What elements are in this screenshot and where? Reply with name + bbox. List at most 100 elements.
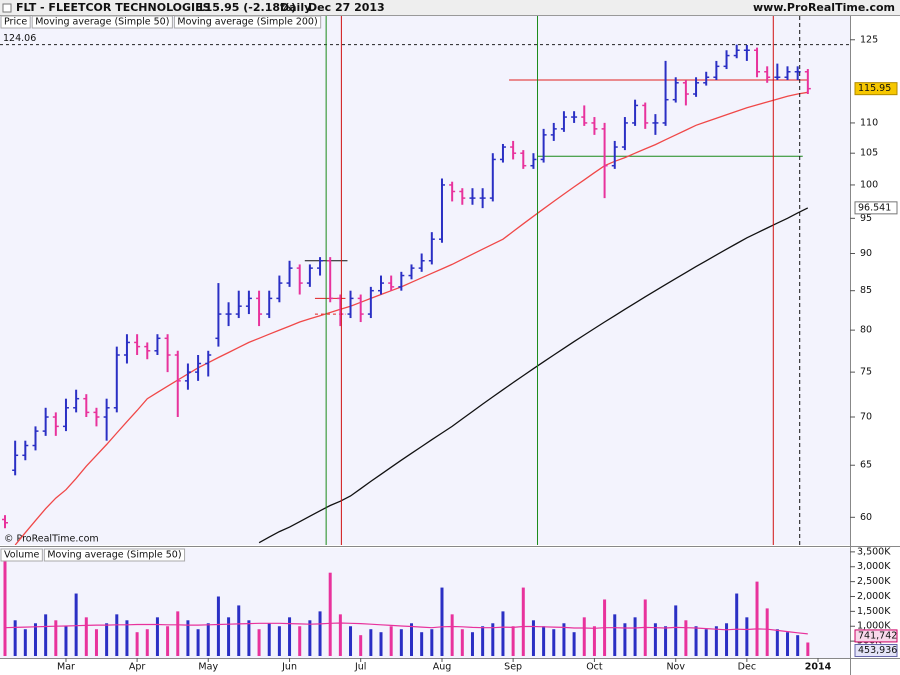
volume-bar	[796, 635, 800, 656]
volume-panel	[0, 548, 850, 658]
volume-bar	[694, 626, 698, 656]
x-tick-label: Dec	[738, 662, 756, 673]
volume-bar	[33, 623, 37, 656]
y-tick-label: 2,500K	[857, 576, 891, 587]
y-tick-label: 75	[860, 367, 872, 378]
volume-bar	[531, 620, 535, 656]
volume-bar	[745, 617, 749, 656]
legend-label: Moving average (Simple 50)	[47, 550, 181, 561]
volume-bar	[328, 572, 332, 656]
x-tick-label: Sep	[504, 662, 522, 673]
x-tick-label: Oct	[586, 662, 603, 673]
date: Dec 27 2013	[308, 1, 385, 14]
volume-bar	[176, 611, 180, 656]
volume-bar	[613, 614, 617, 656]
volume-bar	[714, 626, 718, 656]
volume-bar	[481, 626, 485, 656]
volume-bar	[105, 623, 109, 656]
volume-bar	[288, 617, 292, 656]
volume-bar	[227, 617, 231, 656]
volume-bar	[145, 629, 149, 656]
volume-bar	[115, 614, 119, 656]
volume-bar	[44, 614, 48, 656]
volume-bar	[450, 614, 454, 656]
volume-bar	[592, 626, 596, 656]
x-tick-label: May	[198, 662, 218, 673]
volume-bar	[470, 632, 474, 656]
volume-bar	[582, 617, 586, 656]
volume-bar	[511, 626, 515, 656]
volume-bar	[552, 629, 556, 656]
volume-bar	[206, 623, 210, 656]
watermark: © ProRealTime.com	[4, 534, 99, 545]
volume-bar	[338, 614, 342, 656]
moving-average-line	[14, 91, 808, 545]
last-price-tag-box	[854, 82, 898, 96]
volume-bar	[674, 605, 678, 656]
volume-bar	[125, 620, 129, 656]
volume-bar	[786, 632, 790, 656]
x-tick-label: 2014	[805, 662, 832, 673]
volume-bar	[501, 611, 505, 656]
volume-bar	[410, 623, 413, 656]
legend-label: Price	[4, 17, 27, 28]
volume-bar	[247, 620, 251, 656]
volume-bar	[684, 620, 688, 656]
quote: 115.95 (-2.18%)	[197, 1, 296, 14]
moving-average-line	[258, 207, 809, 544]
volume-bar	[664, 626, 668, 656]
y-tick-label: 125	[860, 34, 878, 45]
y-tick-label: 1,000K	[857, 621, 891, 632]
volume-bar	[155, 617, 159, 656]
legend-box	[0, 548, 43, 562]
y-tick-label: 2,000K	[857, 591, 891, 602]
volume-bar	[54, 620, 58, 656]
y-tick-label: 3,000K	[857, 561, 891, 572]
legend-label: Volume	[4, 550, 39, 561]
volume-bar	[806, 642, 810, 656]
volume-bar	[521, 587, 525, 656]
volume-bar	[237, 605, 241, 656]
volume-bar	[369, 629, 373, 656]
volume-bar	[166, 626, 170, 656]
volume-bar	[399, 629, 403, 656]
y-tick-label: 100	[860, 179, 878, 190]
volume-bar	[23, 629, 27, 656]
price-panel	[0, 16, 850, 545]
legend-label: Moving average (Simple 200)	[177, 17, 317, 28]
volume-bar	[84, 617, 88, 656]
period: Daily	[280, 1, 311, 14]
volume-bar	[440, 587, 444, 656]
legend-box	[173, 15, 322, 29]
volume-bar	[257, 629, 261, 656]
volume-bar	[562, 623, 566, 656]
volume-bar	[735, 593, 739, 656]
volume-bar	[755, 581, 759, 656]
y-tick-label: 105	[860, 148, 878, 159]
high-line-label: 124.06	[3, 33, 36, 44]
y-tick-label: 95	[860, 213, 872, 224]
volume-bar	[653, 623, 657, 656]
volume-bar	[420, 632, 424, 656]
legend-box	[31, 15, 173, 29]
x-tick-label: Apr	[129, 662, 146, 673]
volume-bar	[298, 626, 302, 656]
x-tick-label: Jun	[281, 662, 297, 673]
instrument-title: FLT - FLEETCOR TECHNOLOGIES	[16, 1, 211, 14]
volume-bar	[94, 629, 98, 656]
volume-bar	[13, 620, 17, 656]
site: www.ProRealTime.com	[753, 1, 895, 14]
y-tick-label: 80	[860, 325, 872, 336]
volume-bar	[460, 629, 464, 656]
header-icon	[2, 3, 12, 13]
volume-bar	[64, 626, 68, 656]
volume-bar	[135, 632, 139, 656]
volume-bar	[633, 617, 637, 656]
volume-bar	[308, 620, 312, 656]
volume-bar	[216, 596, 220, 656]
volume-bar	[765, 608, 769, 656]
volume-bar	[542, 626, 546, 656]
ma200-tag: 96.541	[858, 202, 891, 213]
volume-tag: 453,936	[858, 645, 897, 656]
